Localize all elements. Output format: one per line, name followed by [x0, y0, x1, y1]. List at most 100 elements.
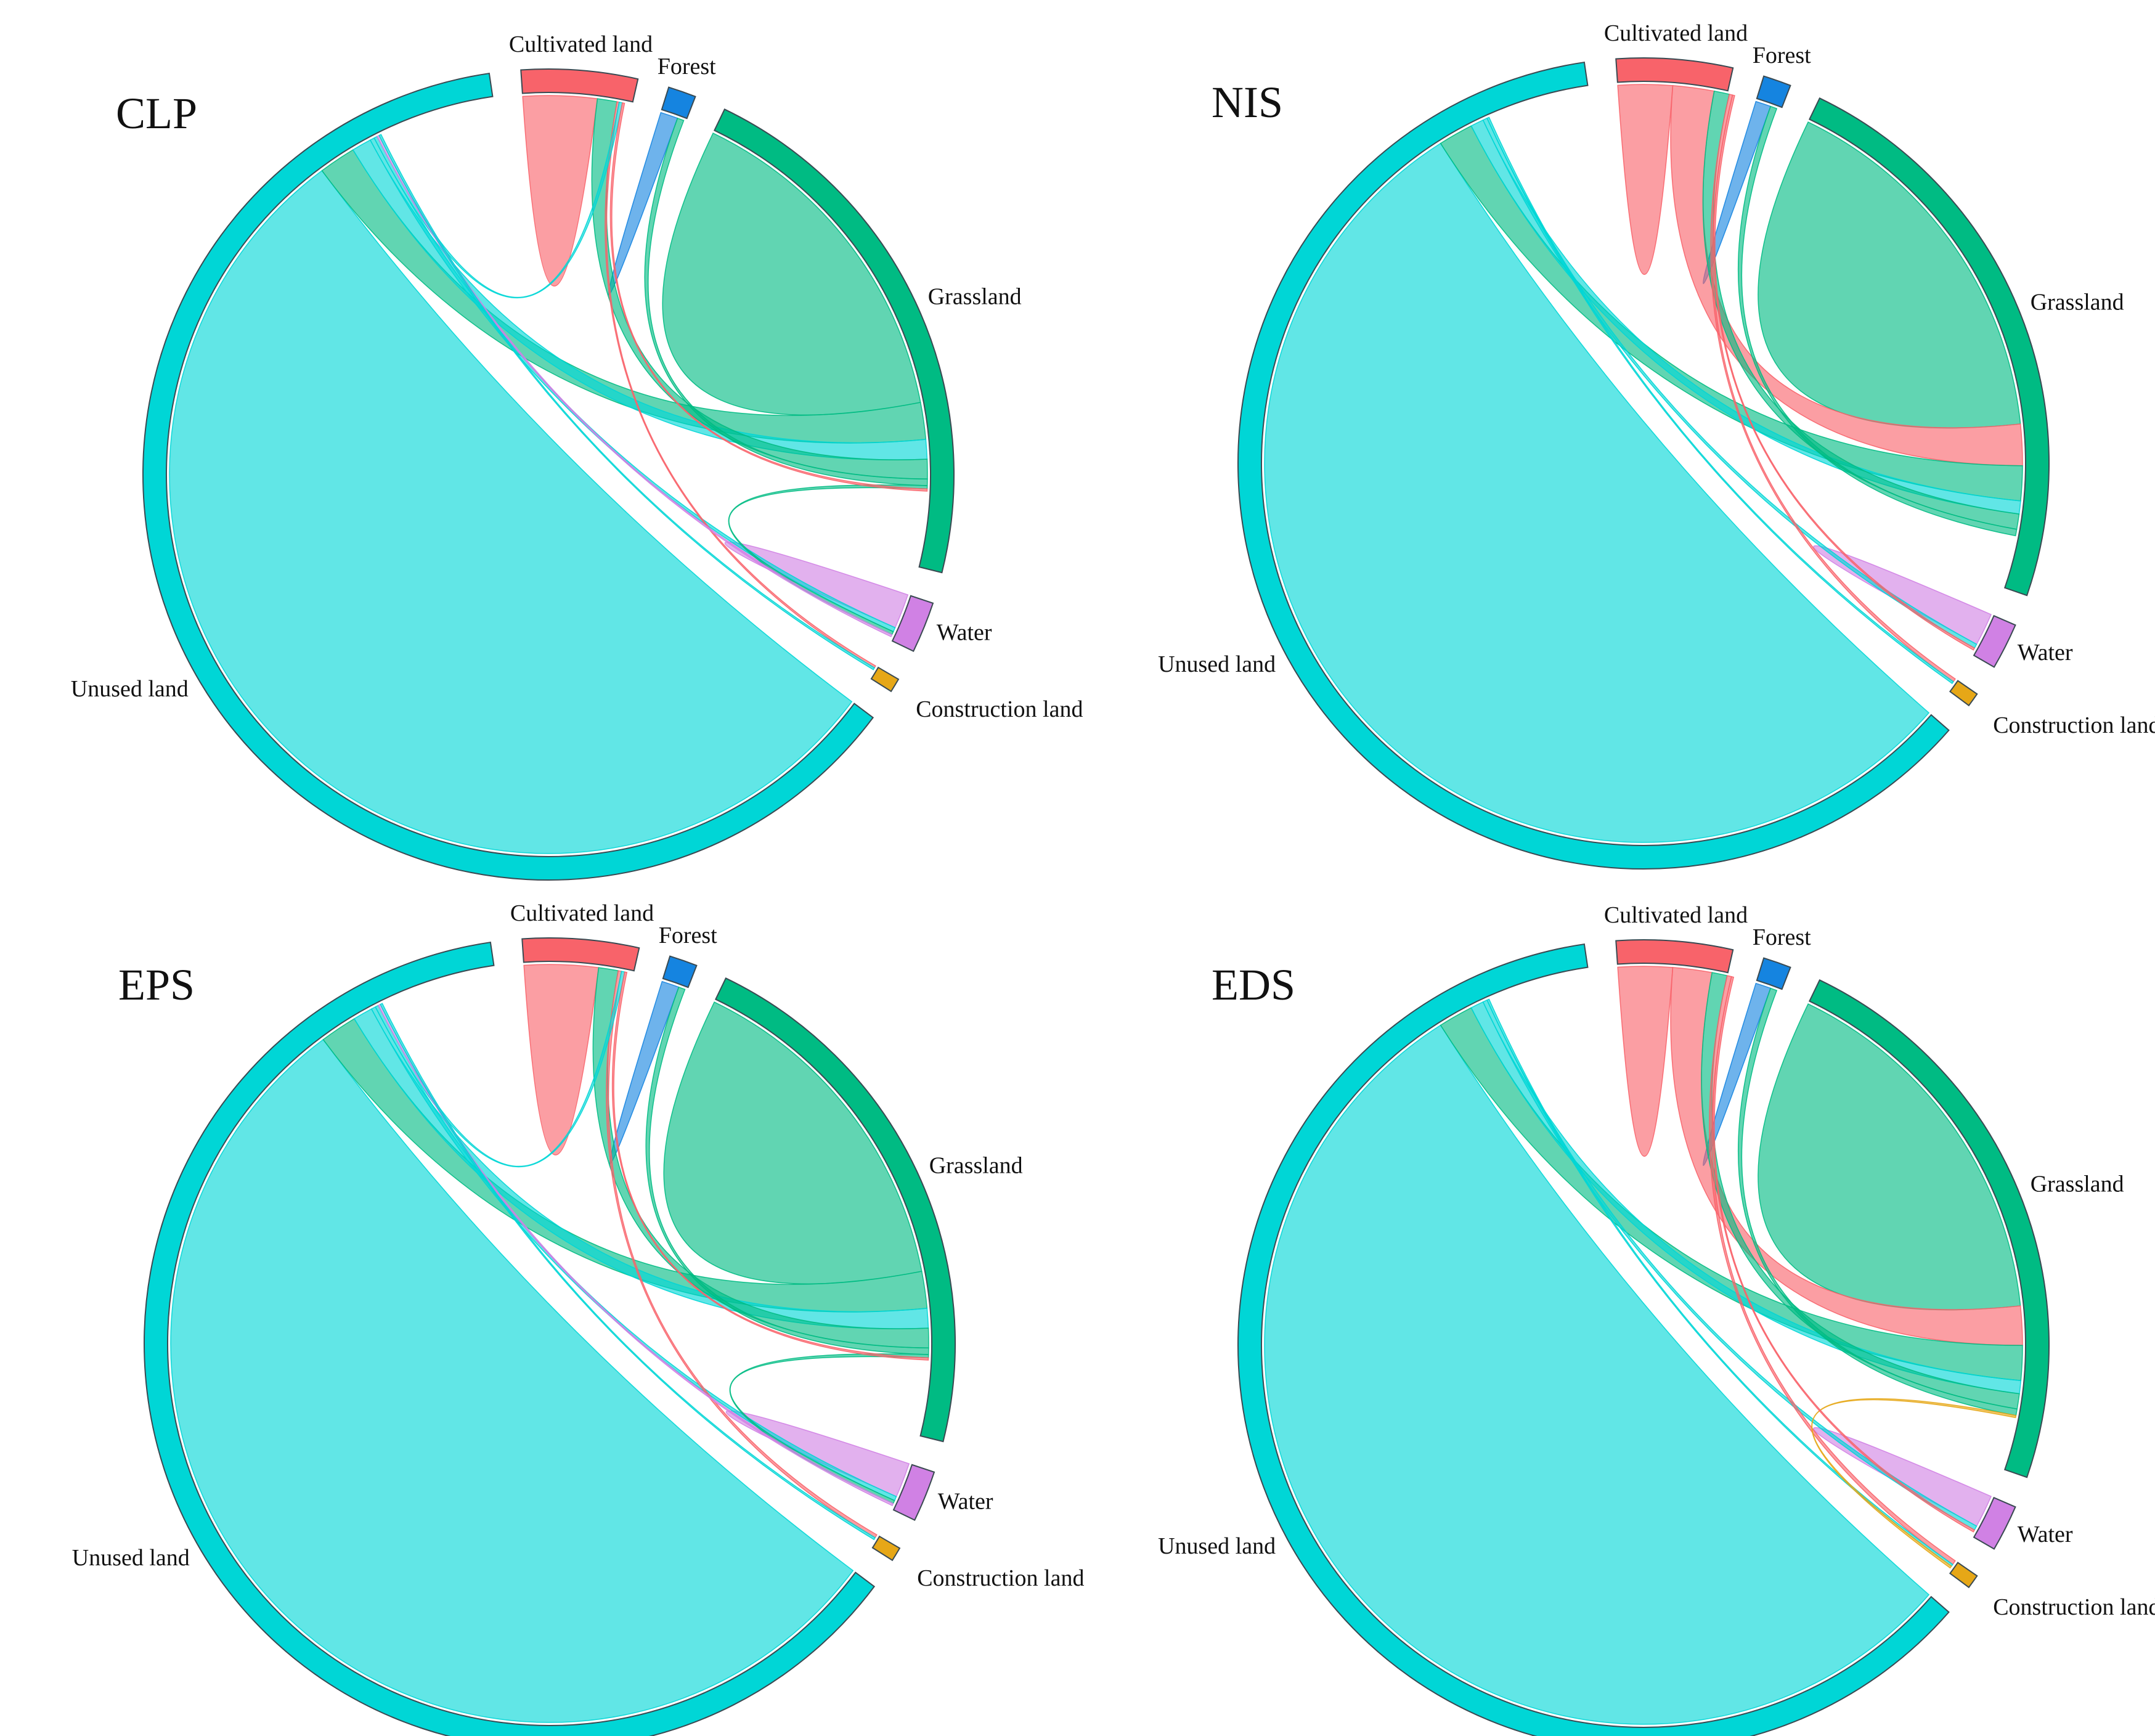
- sector-grassland: [714, 977, 956, 1443]
- chord-unused-land-to-water: [369, 137, 896, 632]
- chord-grassland-to-forest: [1738, 987, 2018, 1416]
- sector-water: [892, 1464, 935, 1521]
- panel-title: EDS: [1212, 960, 1295, 1009]
- sector-forest: [1756, 957, 1791, 990]
- sector-unused-land: [142, 72, 874, 881]
- chord-water-to-unused-land: [376, 134, 893, 638]
- sector-label-grassland: Grassland: [929, 1152, 1023, 1178]
- chord-ribbons: [1264, 966, 2023, 1725]
- sector-label-grassland: Grassland: [2031, 289, 2124, 315]
- sector-label-unused-land: Unused land: [1158, 1533, 1276, 1559]
- sector-label-forest: Forest: [1753, 43, 1811, 68]
- chord-panel-clp: CLP Cultivated landForestGrasslandWaterC…: [71, 31, 1083, 881]
- chord-cultivated-land-to-construction-land: [1710, 94, 1956, 683]
- chord-cultivated-land-to-grassland: [609, 102, 928, 492]
- chord-cultivated-land-to-cultivated-land: [1617, 84, 1674, 275]
- chord-ribbons: [169, 95, 928, 854]
- sector-construction-land: [871, 1535, 901, 1562]
- chord-cultivated-land-to-cultivated-land: [1617, 966, 1674, 1157]
- sector-grassland: [1808, 97, 2050, 597]
- sector-label-construction-land: Construction land: [917, 1565, 1084, 1591]
- sector-label-grassland: Grassland: [928, 283, 1022, 309]
- chord-grassland-to-forest: [644, 117, 928, 486]
- chord-ribbons: [170, 964, 929, 1723]
- chord-grassland-to-forest: [645, 986, 929, 1355]
- panel-title: NIS: [1212, 78, 1283, 127]
- sector-label-water: Water: [937, 620, 992, 646]
- chord-unused-land-to-construction-land: [1486, 998, 1953, 1567]
- chord-cultivated-land-to-grassland: [612, 971, 929, 1361]
- chord-cultivated-land-to-cultivated-land: [523, 964, 600, 1155]
- chord-construction-land-to-grassland: [1811, 1398, 2017, 1569]
- chord-cultivated-land-to-cultivated-land: [522, 95, 598, 287]
- sector-tracks: [144, 937, 956, 1736]
- sector-forest: [1756, 75, 1791, 108]
- sector-unused-land: [1237, 943, 1950, 1736]
- sector-grassland: [1808, 979, 2050, 1478]
- chord-unused-land-to-unused-land: [170, 1038, 854, 1723]
- chord-grassland-to-water: [728, 484, 928, 635]
- chord-unused-land-to-construction-land: [378, 134, 876, 670]
- sector-water: [1973, 1496, 2016, 1550]
- sector-label-grassland: Grassland: [2031, 1171, 2124, 1197]
- sector-unused-land: [1237, 61, 1950, 870]
- sector-label-construction-land: Construction land: [1993, 712, 2155, 738]
- sector-label-unused-land: Unused land: [1158, 651, 1276, 677]
- sector-tracks: [1237, 57, 2050, 870]
- sector-label-water: Water: [2018, 640, 2073, 666]
- chord-water-to-unused-land: [377, 1003, 894, 1507]
- sector-label-cultivated-land: Cultivated land: [509, 31, 653, 57]
- panel-title: EPS: [118, 960, 195, 1009]
- chord-panel-eds: EDS Cultivated landForestGrasslandWaterC…: [1158, 902, 2155, 1736]
- chord-panel-eps: EPS Cultivated landForestGrasslandWaterC…: [72, 900, 1085, 1736]
- chord-panel-nis: NIS Cultivated landForestGrasslandWaterC…: [1158, 20, 2155, 870]
- sector-forest: [661, 86, 696, 120]
- sector-construction-land: [1949, 1562, 1978, 1589]
- chord-unused-land-to-construction-land: [380, 1003, 876, 1541]
- chord-cultivated-land-to-construction-land: [1709, 975, 1956, 1565]
- sector-unused-land: [144, 941, 876, 1736]
- sector-water: [891, 595, 934, 652]
- panel-title: CLP: [116, 89, 197, 138]
- chord-unused-land-to-grassland: [1470, 1001, 2022, 1395]
- chord-unused-land-to-grassland: [1470, 119, 2021, 515]
- sector-label-cultivated-land: Cultivated land: [1604, 20, 1748, 46]
- sector-cultivated-land: [1615, 57, 1734, 92]
- chord-cultivated-land-to-water: [1713, 94, 1976, 651]
- sector-label-cultivated-land: Cultivated land: [1604, 902, 1748, 928]
- sector-cultivated-land: [1615, 939, 1734, 974]
- sector-label-cultivated-land: Cultivated land: [510, 900, 654, 926]
- sector-label-forest: Forest: [659, 923, 717, 948]
- chord-ribbons: [1264, 84, 2023, 843]
- sector-grassland: [713, 108, 955, 574]
- sector-label-forest: Forest: [658, 54, 716, 79]
- sector-label-construction-land: Construction land: [916, 696, 1083, 722]
- chord-cultivated-land-to-water: [1712, 976, 1976, 1533]
- chord-unused-land-to-construction-land: [1486, 116, 1954, 685]
- chord-grassland-to-water: [729, 1353, 929, 1504]
- chord-unused-land-to-unused-land: [1264, 142, 1930, 843]
- sector-label-construction-land: Construction land: [1993, 1594, 2155, 1620]
- sector-label-unused-land: Unused land: [71, 676, 189, 702]
- chord-unused-land-to-water: [370, 1006, 897, 1501]
- sector-tracks: [1237, 939, 2050, 1736]
- sector-construction-land: [870, 666, 900, 693]
- sector-water: [1973, 614, 2016, 668]
- sector-tracks: [142, 68, 955, 881]
- chord-cultivated-land-to-construction-land: [606, 970, 878, 1539]
- chord-unused-land-to-unused-land: [169, 169, 853, 854]
- sector-label-water: Water: [2018, 1522, 2073, 1547]
- sector-label-water: Water: [938, 1489, 993, 1515]
- sector-cultivated-land: [520, 68, 639, 103]
- chord-grassland-to-forest: [1738, 105, 2018, 537]
- chord-cultivated-land-to-construction-land: [605, 101, 876, 669]
- sector-cultivated-land: [521, 937, 640, 972]
- sector-label-forest: Forest: [1753, 924, 1811, 950]
- sector-forest: [662, 955, 698, 988]
- chord-unused-land-to-unused-land: [1264, 1024, 1930, 1725]
